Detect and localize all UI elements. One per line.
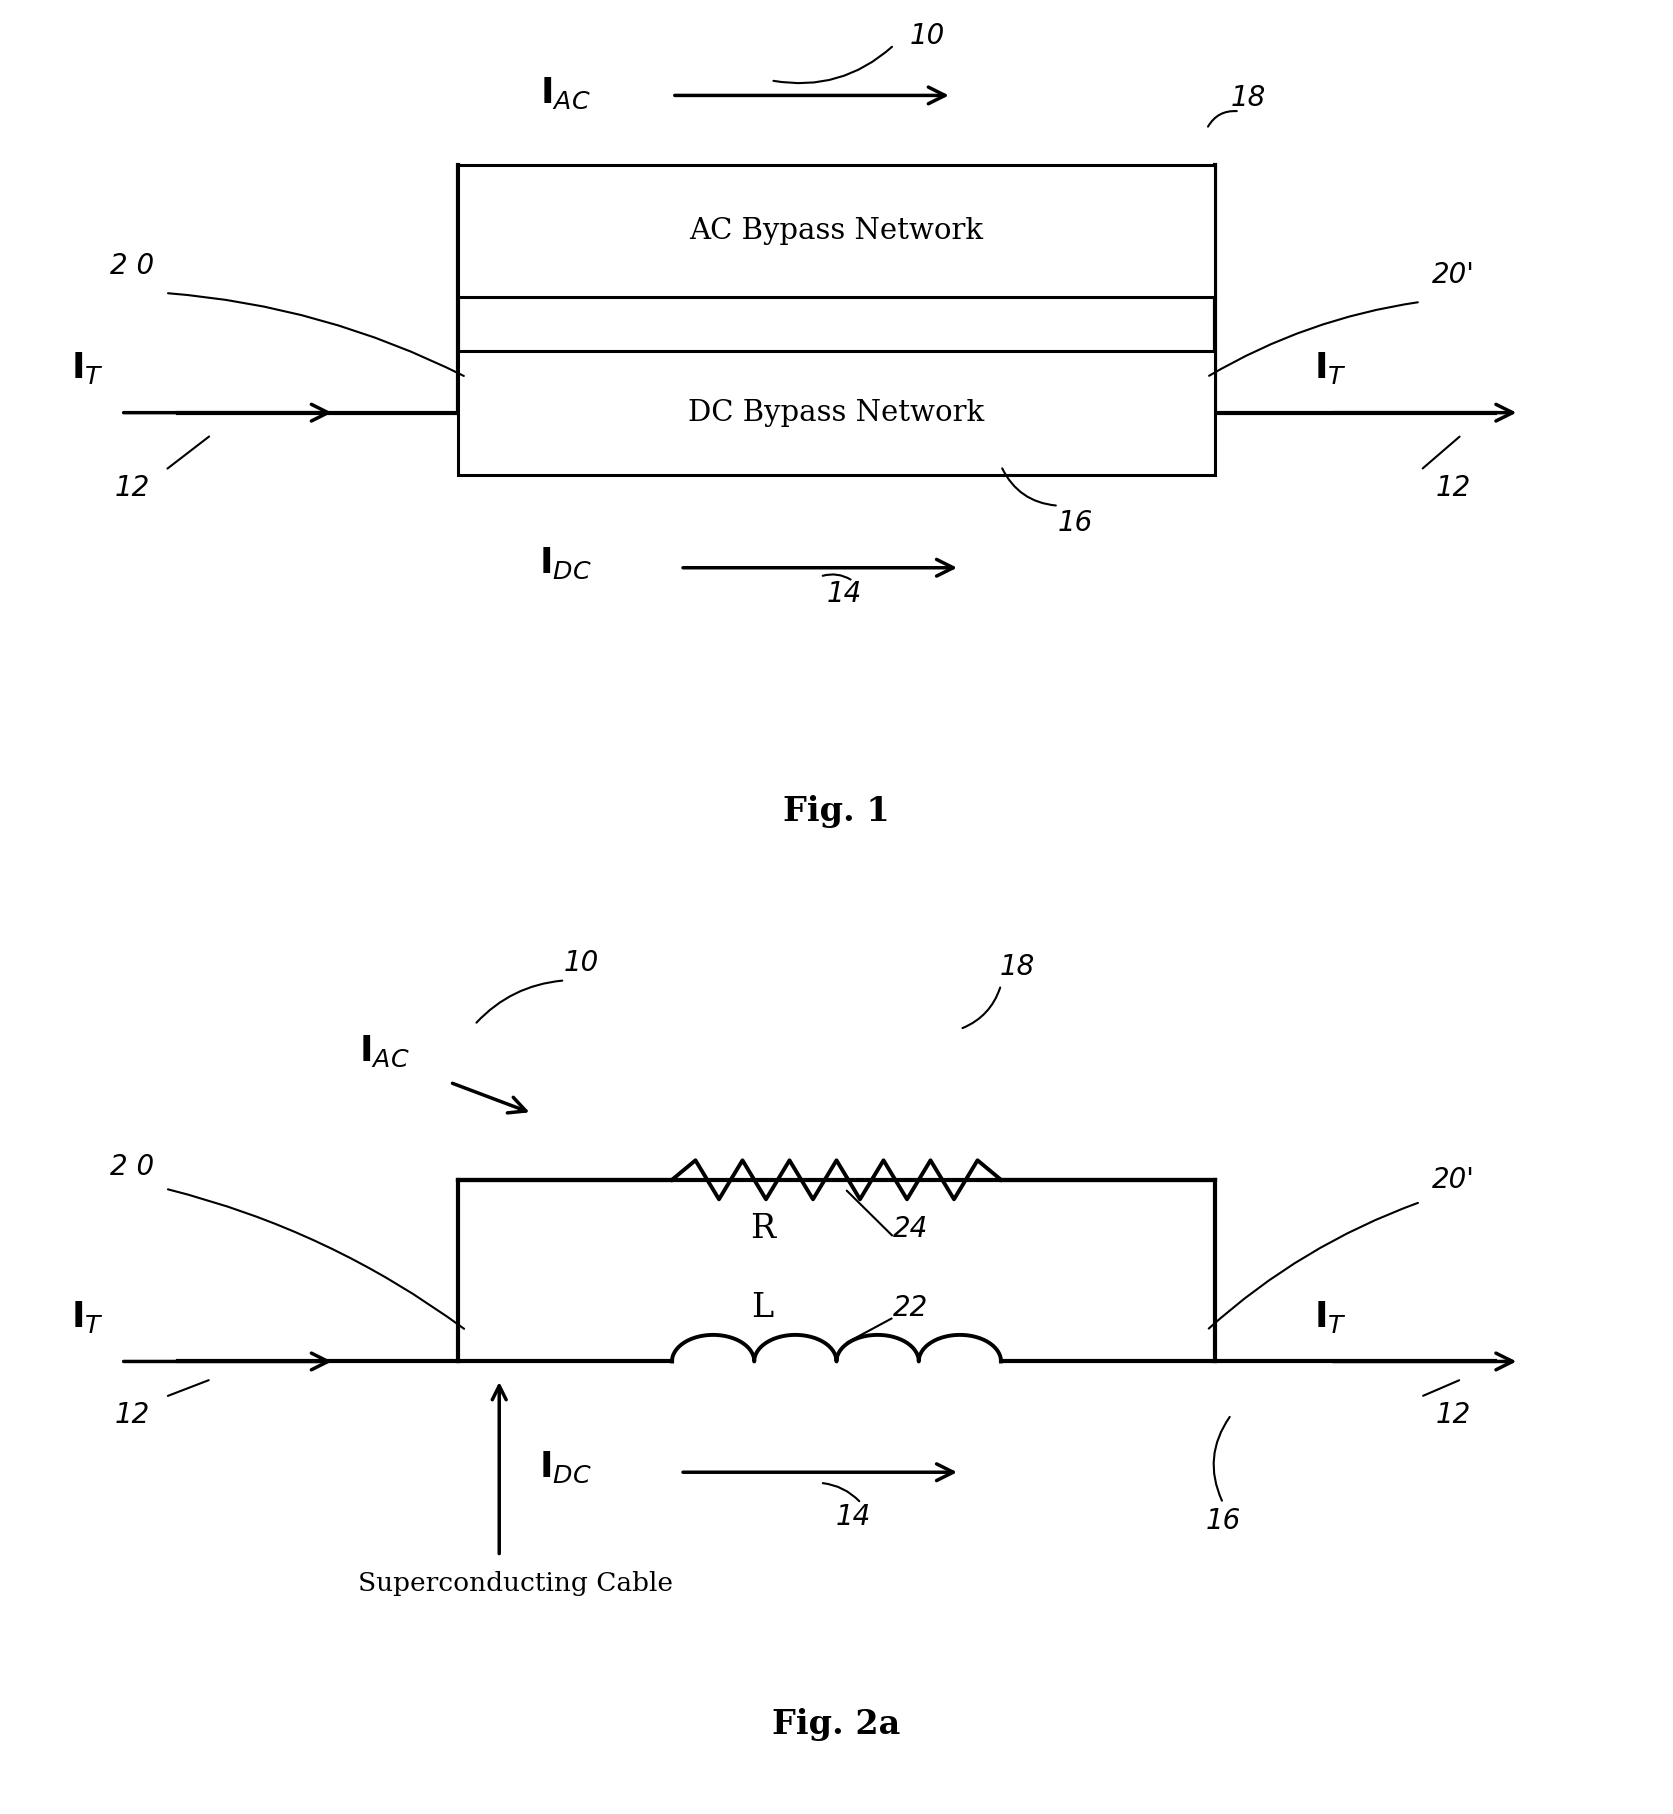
Text: $\mathbf{I}_{T}$: $\mathbf{I}_{T}$ [1313, 1299, 1347, 1335]
Text: 10: 10 [564, 949, 599, 976]
Text: $\mathbf{I}_{DC}$: $\mathbf{I}_{DC}$ [539, 1449, 592, 1486]
Text: Superconducting Cable: Superconducting Cable [358, 1571, 673, 1596]
Text: 18: 18 [1230, 83, 1265, 112]
Text: 2 0: 2 0 [110, 252, 154, 281]
Text: 2 0: 2 0 [110, 1152, 154, 1181]
Text: 20': 20' [1432, 261, 1476, 288]
Text: Fig. 1: Fig. 1 [783, 795, 890, 827]
Bar [458, 350, 1215, 475]
Text: 22: 22 [893, 1293, 929, 1322]
Text: 12: 12 [1435, 1400, 1471, 1429]
Text: 12: 12 [1435, 473, 1471, 502]
Text: $\mathbf{I}_{DC}$: $\mathbf{I}_{DC}$ [539, 546, 592, 580]
Text: DC Bypass Network: DC Bypass Network [688, 399, 985, 426]
Text: 12: 12 [115, 1400, 151, 1429]
Text: 14: 14 [826, 580, 862, 608]
Text: $\mathbf{I}_{T}$: $\mathbf{I}_{T}$ [72, 1299, 104, 1335]
Text: 20': 20' [1432, 1166, 1476, 1194]
Text: L: L [751, 1292, 773, 1324]
Text: $\mathbf{I}_{AC}$: $\mathbf{I}_{AC}$ [358, 1034, 410, 1068]
Text: 24: 24 [893, 1215, 929, 1243]
Text: AC Bypass Network: AC Bypass Network [689, 218, 984, 245]
Text: 16: 16 [1206, 1507, 1241, 1535]
Bar [458, 165, 1215, 297]
Text: 14: 14 [835, 1502, 870, 1531]
Text: $\mathbf{I}_{AC}$: $\mathbf{I}_{AC}$ [540, 76, 591, 111]
Text: $\mathbf{I}_{T}$: $\mathbf{I}_{T}$ [1313, 350, 1347, 386]
Text: 18: 18 [1000, 952, 1036, 981]
Text: R: R [750, 1212, 775, 1244]
Text: Fig. 2a: Fig. 2a [773, 1709, 900, 1741]
Text: 16: 16 [1057, 510, 1092, 537]
Text: 10: 10 [910, 22, 945, 51]
Text: 12: 12 [115, 473, 151, 502]
Text: $\mathbf{I}_{T}$: $\mathbf{I}_{T}$ [72, 350, 104, 386]
